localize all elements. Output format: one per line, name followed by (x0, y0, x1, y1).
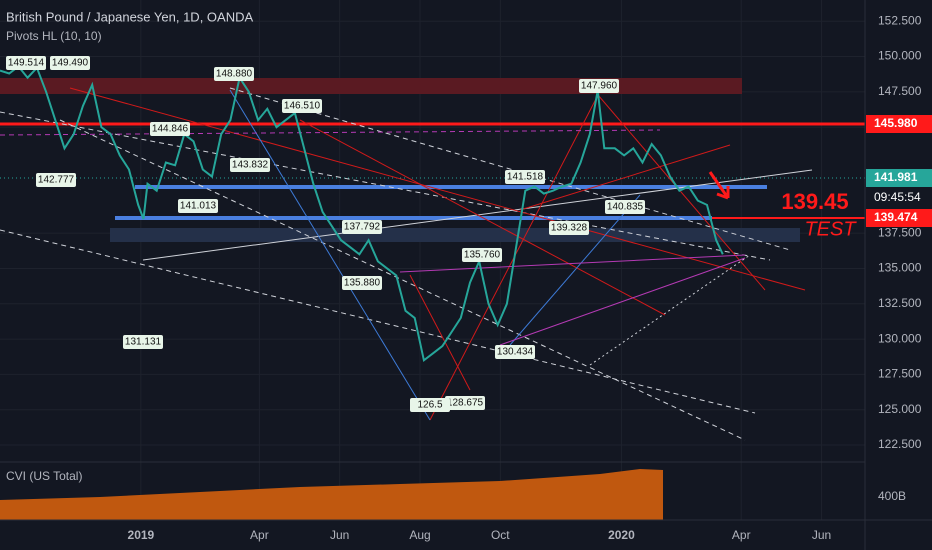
pivot-label-box (342, 276, 382, 290)
x-tick-label: Aug (409, 528, 430, 542)
pivot-label-box (605, 200, 645, 214)
pivot-label-box (6, 56, 46, 70)
pivot-label-box (150, 122, 190, 136)
pivot-label-box (123, 335, 163, 349)
pivot-label: 148.880 (216, 69, 253, 80)
lower-panel-title: CVI (US Total) (6, 469, 82, 483)
pivot-label-box (178, 199, 218, 213)
pivot-label: 135.760 (464, 250, 501, 261)
pivot-label: 147.960 (581, 81, 618, 92)
indicator-title: Pivots HL (10, 10) (6, 29, 102, 43)
price-tag-label: 145.980 (874, 116, 918, 130)
pivot-label: 149.490 (52, 58, 89, 69)
pivot-label-box (230, 158, 270, 172)
y-tick-label: 150.000 (878, 49, 922, 63)
pivot-label-box (462, 248, 502, 262)
y-tick-label: 152.500 (878, 13, 922, 27)
x-tick-label: Jun (330, 528, 349, 542)
price-tag (866, 169, 932, 187)
pivot-label-box (495, 345, 535, 359)
pivot-label-box (36, 173, 76, 187)
price-tag (866, 115, 932, 133)
pivot-label: 130.434 (497, 347, 534, 358)
y-tick-label: 132.500 (878, 296, 922, 310)
price-tag-label: 09:45:54 (874, 190, 921, 204)
price-tag-label: 139.474 (874, 210, 918, 224)
chart-title: British Pound / Japanese Yen, 1D, OANDA (6, 9, 253, 24)
resistance-zone (0, 78, 742, 94)
price-tag-label: 141.981 (874, 170, 918, 184)
lower-panel-tick: 400B (878, 489, 906, 503)
x-tick-label: 2019 (128, 528, 155, 542)
pivot-label: 149.514 (8, 58, 45, 69)
y-tick-label: 137.500 (878, 225, 922, 239)
arrow (708, 171, 730, 200)
pivot-label-box (214, 67, 254, 81)
pivot-label-box (579, 79, 619, 93)
x-tick-label: Jun (812, 528, 831, 542)
y-tick-label: 127.500 (878, 367, 922, 381)
price-tag (866, 209, 932, 227)
pivot-label: 142.777 (38, 175, 75, 186)
callout-note: TEST (804, 218, 857, 240)
pivot-label-box (410, 398, 450, 412)
y-tick-label: 122.500 (878, 437, 922, 451)
pivot-label: 137.792 (344, 222, 381, 233)
pivot-label: 144.846 (152, 124, 189, 135)
pivot-label: 141.013 (180, 201, 217, 212)
pivot-label-box (505, 170, 545, 184)
pivot-label: 131.131 (125, 337, 162, 348)
pivot-label: 128.675 (447, 398, 484, 409)
pivot-label-box (549, 221, 589, 235)
y-tick-label: 135.000 (878, 261, 922, 275)
x-tick-label: Apr (732, 528, 751, 542)
pivot-label-box (282, 99, 322, 113)
y-tick-label: 147.500 (878, 84, 922, 98)
callout: 139.45 (781, 189, 848, 214)
y-tick-label: 125.000 (878, 402, 922, 416)
pivot-label: 143.832 (232, 160, 269, 171)
cvi-area (0, 469, 663, 520)
x-tick-label: 2020 (608, 528, 635, 542)
x-tick-label: Apr (250, 528, 269, 542)
pivot-label: 141.518 (507, 172, 544, 183)
pivot-label-box (342, 220, 382, 234)
pivot-label: 146.510 (284, 101, 321, 112)
pivot-label-box (50, 56, 90, 70)
pivot-label: 135.880 (344, 278, 381, 289)
pivot-label: 140.835 (607, 202, 644, 213)
pivot-label: 139.328 (551, 223, 588, 234)
pivot-label-box (445, 396, 485, 410)
pivot-label: 126.5 (417, 400, 442, 411)
support-zone (110, 228, 800, 242)
x-tick-label: Oct (491, 528, 510, 542)
price-line (0, 65, 724, 363)
y-tick-label: 130.000 (878, 331, 922, 345)
price-tag (866, 189, 932, 207)
